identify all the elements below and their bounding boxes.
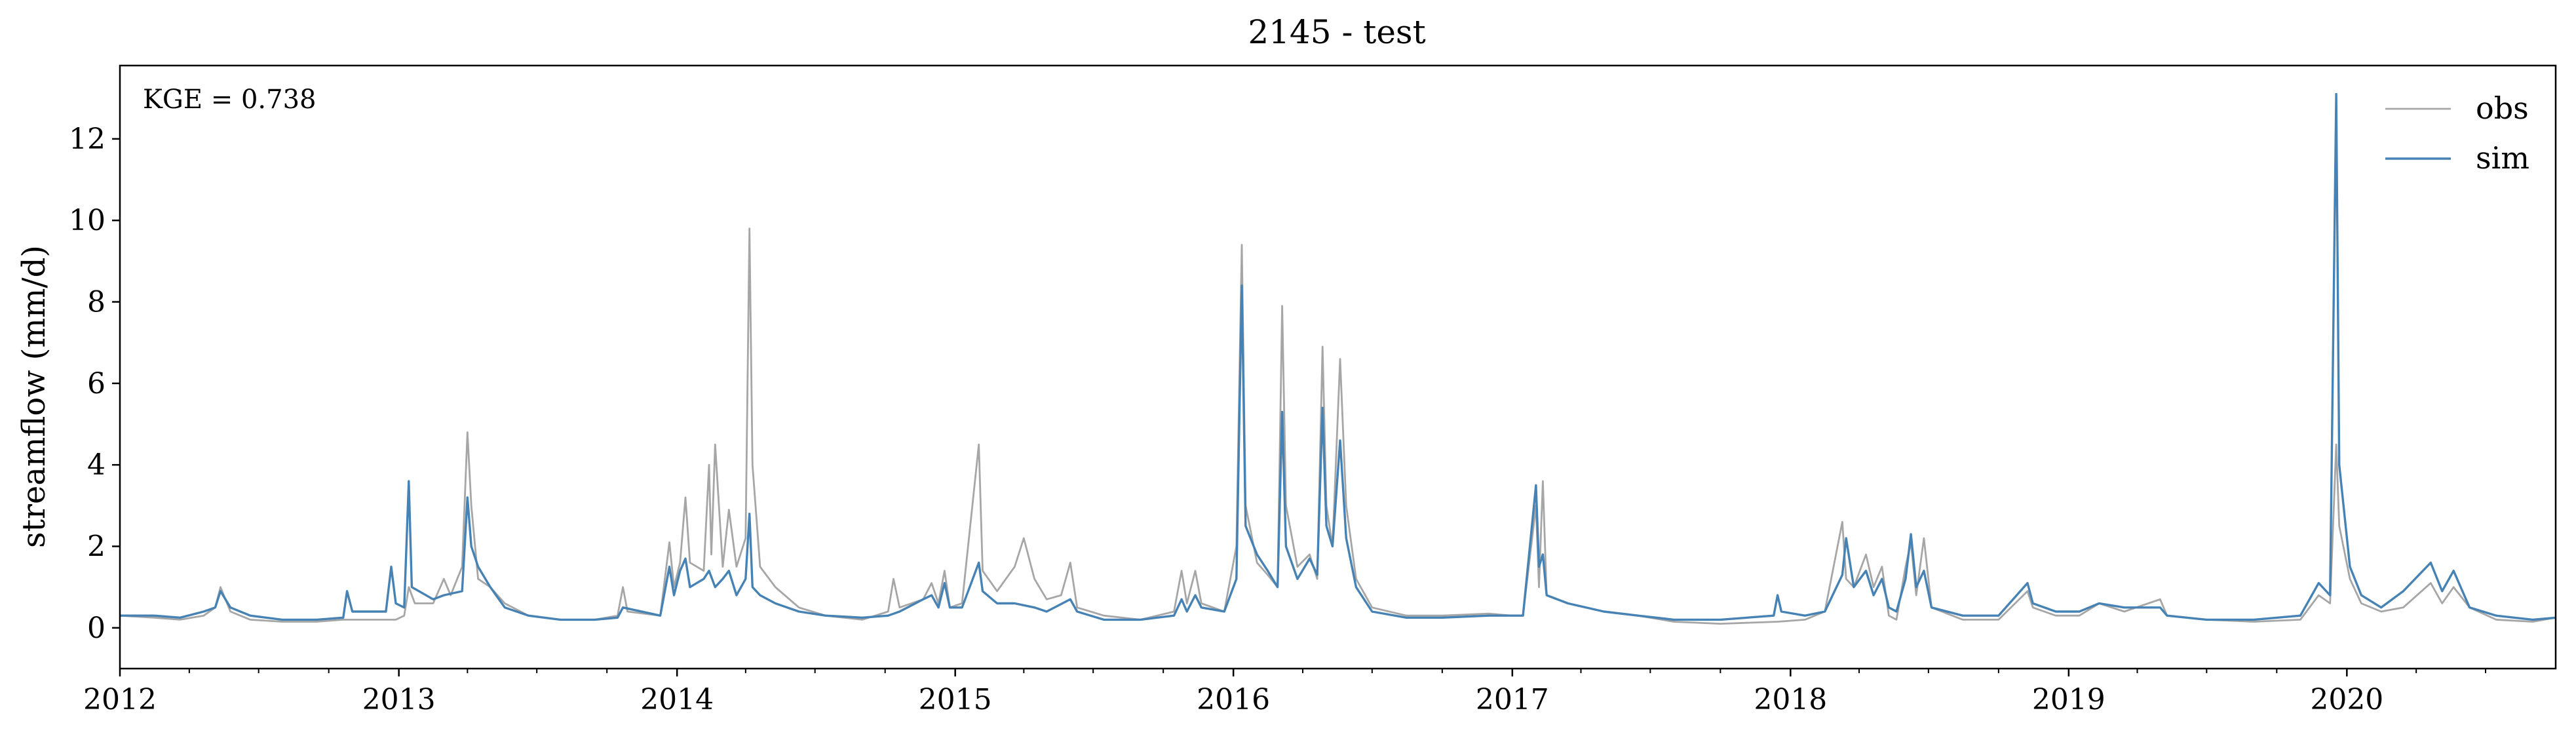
y-tick-label: 4 <box>87 448 106 482</box>
x-axis: 2012 2013 2014 2015 2016 2017 2018 2019 2020 <box>83 669 2487 716</box>
x-tick-label: 2020 <box>2310 683 2383 716</box>
plot-frame <box>119 64 2557 670</box>
series-line-sim <box>120 92 2556 621</box>
y-tick-label: 12 <box>69 123 106 156</box>
x-tick-label: 2016 <box>1197 683 1270 716</box>
series-line-obs <box>119 227 2556 625</box>
x-tick-label: 2018 <box>1754 683 1827 716</box>
plot-area <box>119 92 2556 625</box>
x-tick-label: 2014 <box>640 683 714 716</box>
x-tick-label: 2013 <box>362 683 436 716</box>
x-tick-label: 2017 <box>1476 683 1549 716</box>
y-tick-label: 10 <box>69 204 106 237</box>
legend: obs sim <box>2385 90 2529 176</box>
legend-label-sim: sim <box>2476 140 2529 176</box>
chart-title: 2145 - test <box>1248 13 1425 51</box>
legend-label-obs: obs <box>2476 90 2529 126</box>
y-tick-label: 0 <box>87 612 106 645</box>
x-tick-label: 2019 <box>2032 683 2105 716</box>
y-tick-label: 8 <box>87 286 106 319</box>
y-tick-label: 2 <box>87 530 106 564</box>
y-axis-label: streamflow (mm/d) <box>16 245 52 548</box>
x-tick-label: 2012 <box>83 683 157 716</box>
y-tick-label: 6 <box>87 367 106 400</box>
kge-annotation: KGE = 0.738 <box>143 85 317 115</box>
x-tick-label: 2015 <box>919 683 992 716</box>
y-axis: 0 2 4 6 8 10 12 <box>69 123 120 645</box>
